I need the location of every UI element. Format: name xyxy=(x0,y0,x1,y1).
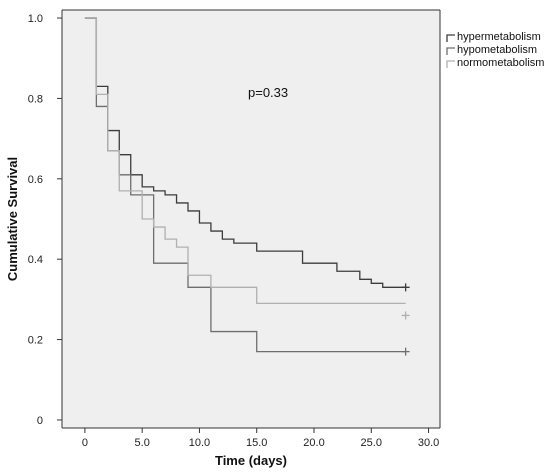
legend-label-hypometabolism: hypometabolism xyxy=(457,44,537,56)
plot-area xyxy=(62,10,440,428)
x-tick-label: 10.0 xyxy=(189,437,210,449)
x-tick-label: 25.0 xyxy=(361,437,382,449)
censor-mark-hypometabolism xyxy=(401,347,410,356)
y-tick-label: 0.4 xyxy=(28,254,43,266)
y-tick-label: 0.6 xyxy=(28,174,43,186)
legend-swatch-hypometabolism xyxy=(446,47,455,55)
y-tick-label: 1.0 xyxy=(28,13,43,25)
x-tick-label: 30.0 xyxy=(418,437,439,449)
censor-mark-hypermetabolism xyxy=(401,283,410,292)
legend-label-normometabolism: normometabolism xyxy=(457,57,544,69)
legend-label-hypermetabolism: hypermetabolism xyxy=(457,31,541,43)
y-tick-label: 0 xyxy=(37,415,43,427)
x-axis-title: Time (days) xyxy=(215,453,287,468)
legend: hypermetabolismhypometabolismnormometabo… xyxy=(446,31,544,69)
p-value-annotation: p=0.33 xyxy=(248,85,288,100)
y-axis-title: Cumulative Survival xyxy=(5,157,20,281)
x-tick-label: 20.0 xyxy=(303,437,324,449)
y-tick-label: 0.2 xyxy=(28,335,43,347)
legend-swatch-hypermetabolism xyxy=(446,34,455,42)
series-line-hypermetabolism xyxy=(84,17,406,288)
censor-mark-normometabolism xyxy=(401,311,410,320)
x-tick-label: 15.0 xyxy=(246,437,267,449)
x-tick-label: 0 xyxy=(82,437,88,449)
y-tick-label: 0.8 xyxy=(28,93,43,105)
series-line-normometabolism xyxy=(84,17,406,305)
legend-swatch-normometabolism xyxy=(446,60,455,68)
x-tick-label: 5.0 xyxy=(135,437,150,449)
